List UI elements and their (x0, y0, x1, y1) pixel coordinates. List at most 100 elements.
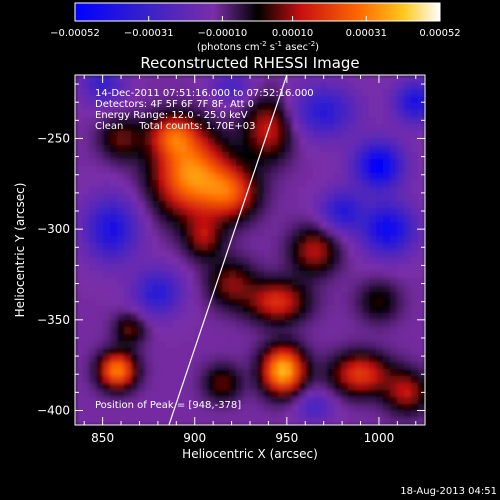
heatmap-cell (236, 390, 244, 398)
heatmap-cell (82, 334, 90, 342)
heatmap-cell (278, 299, 286, 307)
heatmap-cell (278, 229, 286, 237)
heatmap-cell (292, 348, 300, 356)
heatmap-cell (278, 390, 286, 398)
heatmap-cell (264, 124, 272, 132)
heatmap-cell (201, 138, 209, 146)
heatmap-cell (110, 327, 118, 335)
heatmap-cell (173, 89, 181, 97)
heatmap-cell (355, 110, 363, 118)
heatmap-cell (341, 376, 349, 384)
heatmap-cell (278, 285, 286, 293)
heatmap-cell (411, 124, 419, 132)
heatmap-cell (320, 110, 328, 118)
heatmap-cell (194, 145, 202, 153)
heatmap-cell (285, 397, 293, 405)
heatmap-cell (369, 236, 377, 244)
heatmap-cell (243, 131, 251, 139)
heatmap-cell (418, 362, 425, 370)
heatmap-cell (124, 264, 132, 272)
heatmap-cell (236, 145, 244, 153)
heatmap-cell (131, 131, 139, 139)
heatmap-cell (110, 173, 118, 181)
heatmap-cell (166, 397, 174, 405)
heatmap-cell (215, 215, 223, 223)
heatmap-cell (222, 152, 230, 160)
heatmap-cell (215, 194, 223, 202)
heatmap-cell (117, 187, 125, 195)
heatmap-cell (222, 117, 230, 125)
heatmap-cell (376, 201, 384, 209)
heatmap-cell (138, 222, 146, 230)
heatmap-cell (138, 250, 146, 258)
heatmap-cell (82, 257, 90, 265)
heatmap-cell (96, 271, 104, 279)
heatmap-cell (89, 187, 97, 195)
heatmap-cell (250, 208, 258, 216)
heatmap-cell (257, 208, 265, 216)
heatmap-cell (131, 208, 139, 216)
heatmap-cell (75, 173, 83, 181)
heatmap-cell (383, 201, 391, 209)
heatmap-cell (236, 250, 244, 258)
heatmap-cell (306, 348, 314, 356)
heatmap-cell (145, 250, 153, 258)
heatmap-cell (124, 201, 132, 209)
heatmap-cell (264, 152, 272, 160)
heatmap-cell (145, 89, 153, 97)
heatmap-cell (390, 348, 398, 356)
heatmap-cell (264, 271, 272, 279)
heatmap-cell (348, 397, 356, 405)
heatmap-cell (362, 362, 370, 370)
heatmap-cell (96, 299, 104, 307)
heatmap-cell (362, 166, 370, 174)
heatmap-cell (327, 110, 335, 118)
heatmap-cell (383, 418, 391, 425)
heatmap-cell (292, 96, 300, 104)
heatmap-cell (103, 145, 111, 153)
heatmap-cell (313, 208, 321, 216)
heatmap-cell (250, 215, 258, 223)
heatmap-cell (222, 418, 230, 425)
heatmap-cell (201, 194, 209, 202)
heatmap-cell (215, 152, 223, 160)
heatmap-cell (110, 138, 118, 146)
heatmap-cell (82, 327, 90, 335)
heatmap-cell (264, 264, 272, 272)
heatmap-cell (397, 236, 405, 244)
heatmap-cell (362, 89, 370, 97)
heatmap-cell (152, 173, 160, 181)
heatmap-cell (187, 278, 195, 286)
heatmap-cell (376, 334, 384, 342)
heatmap-cell (187, 390, 195, 398)
heatmap-cell (292, 236, 300, 244)
heatmap-cell (348, 103, 356, 111)
heatmap-cell (292, 173, 300, 181)
heatmap-cell (208, 201, 216, 209)
heatmap-cell (257, 75, 265, 83)
heatmap-cell (124, 285, 132, 293)
heatmap-cell (194, 313, 202, 321)
heatmap-cell (131, 138, 139, 146)
heatmap-cell (166, 348, 174, 356)
heatmap-cell (418, 397, 425, 405)
heatmap-cell (390, 222, 398, 230)
heatmap-cell (131, 299, 139, 307)
heatmap-cell (138, 390, 146, 398)
heatmap-cell (194, 292, 202, 300)
heatmap-cell (264, 138, 272, 146)
heatmap-cell (376, 397, 384, 405)
heatmap-cell (369, 299, 377, 307)
heatmap-cell (208, 327, 216, 335)
heatmap-cell (292, 131, 300, 139)
heatmap-cell (124, 355, 132, 363)
heatmap-cell (334, 103, 342, 111)
heatmap-cell (334, 313, 342, 321)
heatmap-cell (236, 152, 244, 160)
heatmap-cell (159, 236, 167, 244)
heatmap-cell (201, 103, 209, 111)
heatmap-cell (383, 320, 391, 328)
heatmap-cell (257, 138, 265, 146)
heatmap-cell (243, 334, 251, 342)
heatmap-cell (152, 222, 160, 230)
